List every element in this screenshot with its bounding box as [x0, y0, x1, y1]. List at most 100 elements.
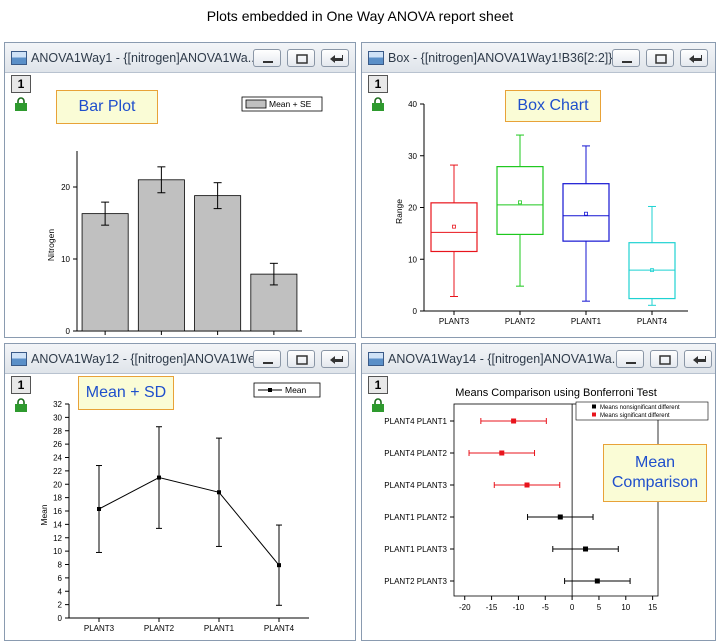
legend-marker-significant [592, 412, 596, 417]
mean-diff-point-plant4-plant3 [524, 482, 530, 488]
y-tick-label: 10 [61, 255, 70, 264]
mean-diff-point-plant4-plant1 [511, 418, 517, 424]
window-title: Box - {[nitrogen]ANOVA1Way1!B36[2:2]} [388, 51, 613, 65]
y-tick-label: 32 [53, 400, 62, 409]
x-tick-label-plant4: PLANT4 [637, 317, 668, 326]
x-tick-label: -20 [459, 603, 471, 612]
graph-window-icon[interactable] [11, 352, 27, 366]
y-tick-label: 20 [61, 183, 70, 192]
layer-tab[interactable]: 1 [368, 75, 388, 93]
mean-marker-plant4 [650, 268, 654, 273]
graph-window-mean-sd[interactable]: ANOVA1Way12 - {[nitrogen]ANOVA1We... 1 0… [4, 343, 356, 641]
y-tick-label-plant1-plant2: PLANT1 PLANT2 [384, 513, 447, 522]
back-arrow-button[interactable] [684, 350, 712, 368]
minimize-button[interactable] [616, 350, 644, 368]
legend-label-nonsignificant: Means nonsignificant different [600, 405, 680, 411]
y-tick-label: 28 [53, 427, 62, 436]
bar-plant3 [81, 213, 129, 332]
y-tick-label: 22 [53, 467, 62, 476]
callout-box-chart: Box Chart [505, 90, 601, 122]
back-arrow-button[interactable] [680, 49, 708, 67]
y-tick-label-plant4-plant1: PLANT4 PLANT1 [384, 417, 447, 426]
minimize-button[interactable] [612, 49, 640, 67]
callout-mean-comparison: Mean Comparison [603, 444, 707, 502]
x-tick-label-plant1: PLANT1 [571, 317, 602, 326]
y-tick-label: 20 [53, 480, 62, 489]
legend-label: Mean [285, 385, 307, 395]
legend-label-significant: Means significant different [600, 413, 670, 419]
bar-plant2 [137, 179, 185, 332]
restore-button[interactable] [287, 350, 315, 368]
x-tick-label: 10 [621, 603, 630, 612]
y-tick-label-plant1-plant3: PLANT1 PLANT3 [384, 545, 447, 554]
y-tick-label: 26 [53, 440, 62, 449]
y-tick-label: 24 [53, 454, 62, 463]
y-tick-label: 0 [413, 307, 418, 316]
lock-icon [372, 398, 384, 412]
y-tick-label-plant4-plant3: PLANT4 PLANT3 [384, 481, 447, 490]
layer-tab[interactable]: 1 [11, 376, 31, 394]
window-title-bar[interactable]: ANOVA1Way12 - {[nitrogen]ANOVA1We... [5, 344, 355, 374]
mean-point-plant1 [217, 490, 221, 495]
minimize-button[interactable] [253, 49, 281, 67]
y-tick-label: 10 [53, 547, 62, 556]
y-axis-label: Nitrogen [46, 229, 56, 261]
y-tick-label: 6 [58, 574, 63, 583]
y-tick-label: 8 [58, 561, 63, 570]
x-tick-label: 5 [597, 603, 602, 612]
graph-window-icon[interactable] [368, 51, 384, 65]
restore-button[interactable] [646, 49, 674, 67]
back-arrow-button[interactable] [321, 350, 349, 368]
restore-button[interactable] [287, 49, 315, 67]
y-tick-label: 10 [408, 255, 417, 264]
box-plant4 [628, 242, 676, 300]
box-plant1 [562, 183, 610, 242]
layer-tab[interactable]: 1 [368, 376, 388, 394]
chart-title: Means Comparison using Bonferroni Test [455, 387, 657, 399]
window-title-bar[interactable]: ANOVA1Way14 - {[nitrogen]ANOVA1Wa... [362, 344, 715, 374]
graph-window-means-comparison[interactable]: ANOVA1Way14 - {[nitrogen]ANOVA1Wa... 1 M… [361, 343, 716, 641]
x-tick-label: 15 [648, 603, 657, 612]
y-tick-label: 14 [53, 520, 62, 529]
page-title: Plots embedded in One Way ANOVA report s… [206, 8, 514, 24]
box-chart: 0 10 20 30 40 Range PLANT3 PLANT2 PLANT1 PLANT4 [394, 100, 688, 326]
means-comparison-plot: Means Comparison using Bonferroni Test -2… [384, 387, 709, 612]
minimize-button[interactable] [253, 350, 281, 368]
x-tick-label-plant1: PLANT1 [204, 624, 235, 633]
layer-tab[interactable]: 1 [11, 75, 31, 93]
window-title-bar[interactable]: Box - {[nitrogen]ANOVA1Way1!B36[2:2]} [362, 43, 715, 73]
y-tick-label: 20 [408, 204, 417, 213]
legend-marker-nonsignificant [592, 404, 596, 409]
mean-point-plant3 [97, 506, 101, 511]
x-tick-label-plant3: PLANT3 [439, 317, 470, 326]
window-title-bar[interactable]: ANOVA1Way1 - {[nitrogen]ANOVA1Wa... [5, 43, 355, 73]
graph-window-box-chart[interactable]: Box - {[nitrogen]ANOVA1Way1!B36[2:2]} 1 … [361, 42, 716, 338]
graph-window-icon[interactable] [368, 352, 384, 366]
y-axis-label: Range [394, 199, 404, 224]
mean-diff-point-plant4-plant2 [499, 450, 505, 456]
mean-marker-plant3 [452, 224, 456, 229]
y-tick-label: 4 [58, 587, 63, 596]
mean-point-plant2 [157, 475, 161, 480]
window-title: ANOVA1Way12 - {[nitrogen]ANOVA1We... [31, 352, 266, 366]
y-axis-label: Mean [39, 504, 49, 526]
restore-button[interactable] [650, 350, 678, 368]
y-tick-label: 30 [408, 152, 417, 161]
window-title: ANOVA1Way1 - {[nitrogen]ANOVA1Wa... [31, 51, 259, 65]
y-tick-label-plant4-plant2: PLANT4 PLANT2 [384, 449, 447, 458]
graph-window-bar-plot[interactable]: ANOVA1Way1 - {[nitrogen]ANOVA1Wa... 1 0 1… [4, 42, 356, 338]
bar-plot: 01020PLANT3PLANT2PLANT1PLANT4PlantNitrog… [46, 96, 323, 336]
back-arrow-button[interactable] [321, 49, 349, 67]
x-tick-label-plant2: PLANT2 [144, 624, 175, 633]
graph-window-icon[interactable] [11, 51, 27, 65]
legend-marker [268, 388, 272, 392]
bar-plant1 [194, 195, 242, 332]
mean-diff-point-plant2-plant3 [594, 578, 600, 584]
x-tick-label: -15 [486, 603, 498, 612]
legend-box [575, 401, 709, 421]
box-plant3 [430, 202, 478, 253]
y-tick-label: 40 [408, 100, 417, 109]
callout-bar-plot: Bar Plot [56, 90, 158, 124]
lock-icon [15, 97, 27, 111]
